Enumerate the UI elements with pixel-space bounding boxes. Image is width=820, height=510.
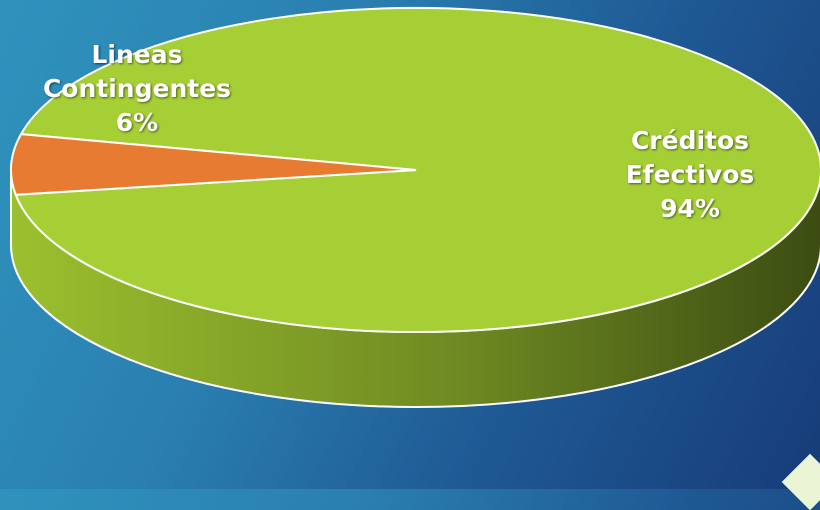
slice-label-line: Contingentes: [42, 74, 232, 103]
slice-percent: 94%: [660, 194, 720, 223]
slice-percent: 6%: [115, 108, 159, 137]
slice-label-line: Créditos: [630, 126, 750, 155]
pie-slice-lineas-contingentes: [10, 133, 417, 196]
slice-label-creditos-efectivos: Créditos Efectivos 94%: [600, 124, 780, 226]
pie-chart: [10, 7, 820, 408]
slice-label-line: Lineas: [91, 40, 183, 69]
slice-label-line: Efectivos: [625, 160, 755, 189]
slice-label-lineas-contingentes: Lineas Contingentes 6%: [22, 38, 252, 140]
pie-slice-crditos-efectivos: [14, 7, 820, 333]
